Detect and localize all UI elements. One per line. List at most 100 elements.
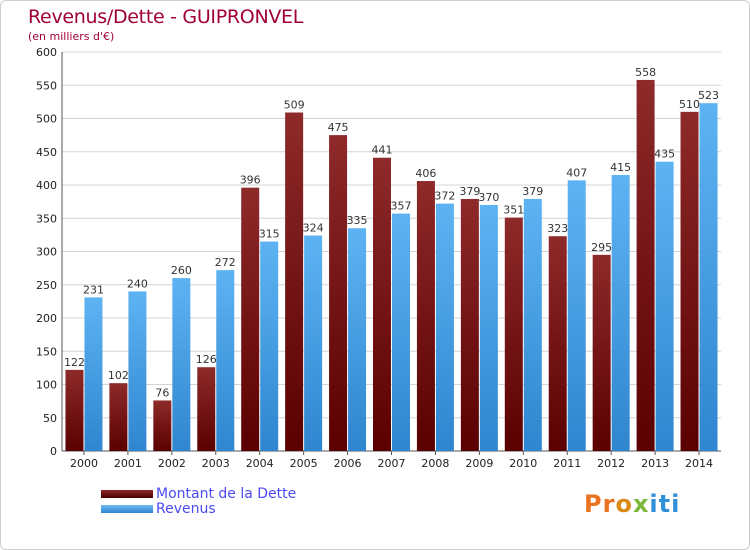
data-label-revenus: 335 bbox=[347, 214, 368, 227]
legend-swatch-revenus bbox=[101, 505, 153, 513]
data-label-revenus: 240 bbox=[127, 277, 148, 290]
logo-letter: o bbox=[615, 490, 633, 518]
bar-revenus bbox=[479, 204, 498, 451]
y-tick-label: 150 bbox=[36, 345, 57, 358]
bar-revenus bbox=[523, 198, 542, 451]
x-tick-label: 2012 bbox=[597, 457, 625, 470]
data-labels: 122 231 102 240 76 260 126 272 396 315 509 324 475 33… bbox=[64, 66, 719, 400]
data-label-dette: 441 bbox=[372, 144, 393, 157]
data-label-revenus: 231 bbox=[83, 283, 104, 296]
logo-letter: t bbox=[658, 490, 672, 518]
bar-dette bbox=[153, 400, 172, 451]
data-label-revenus: 357 bbox=[391, 200, 412, 213]
data-label-revenus: 260 bbox=[171, 264, 192, 277]
y-tick-label: 450 bbox=[36, 146, 57, 159]
bar-dette bbox=[548, 236, 567, 451]
x-tick-label: 2006 bbox=[334, 457, 362, 470]
y-tick-label: 100 bbox=[36, 379, 57, 392]
y-tick-label: 400 bbox=[36, 179, 57, 192]
x-tick-label: 2013 bbox=[641, 457, 669, 470]
bars bbox=[65, 79, 718, 452]
y-tick-label: 0 bbox=[50, 445, 57, 458]
bar-revenus bbox=[435, 203, 454, 451]
y-tick-label: 600 bbox=[36, 46, 57, 59]
data-label-revenus: 372 bbox=[434, 190, 455, 203]
data-label-dette: 379 bbox=[459, 185, 480, 198]
logo-letter: i bbox=[671, 490, 681, 518]
bar-dette bbox=[241, 187, 260, 451]
bar-dette bbox=[109, 383, 128, 451]
legend-label-revenus: Revenus bbox=[156, 501, 216, 517]
x-tick-label: 2002 bbox=[158, 457, 186, 470]
bar-revenus bbox=[260, 241, 279, 451]
bar-dette bbox=[373, 157, 391, 452]
legend-swatch-dette bbox=[101, 490, 153, 498]
bar-revenus bbox=[567, 180, 586, 451]
y-tick-label: 200 bbox=[36, 312, 57, 325]
data-label-revenus: 324 bbox=[303, 222, 324, 235]
x-tick-label: 2005 bbox=[290, 457, 318, 470]
data-label-dette: 295 bbox=[591, 241, 612, 254]
data-label-dette: 475 bbox=[328, 121, 349, 134]
y-tick-label: 50 bbox=[43, 412, 57, 425]
logo-letter: i bbox=[649, 490, 659, 518]
bar-dette bbox=[460, 198, 479, 451]
data-label-dette: 122 bbox=[64, 356, 85, 369]
y-tick-label: 550 bbox=[36, 79, 57, 92]
x-tick-label: 2001 bbox=[114, 457, 142, 470]
legend-label-dette: Montant de la Dette bbox=[156, 486, 297, 502]
data-label-revenus: 415 bbox=[610, 161, 631, 174]
y-tick-label: 250 bbox=[36, 279, 57, 292]
bar-revenus bbox=[655, 161, 674, 451]
proxiti-logo: Proxiti bbox=[584, 490, 680, 518]
bar-dette bbox=[636, 79, 655, 452]
bar-dette bbox=[680, 111, 699, 451]
bar-revenus bbox=[348, 228, 367, 451]
bar-dette bbox=[504, 217, 523, 451]
x-tick-label: 2010 bbox=[509, 457, 537, 470]
x-tick-label: 2007 bbox=[378, 457, 406, 470]
bar-revenus bbox=[699, 103, 718, 451]
data-label-revenus: 272 bbox=[215, 256, 236, 269]
data-label-dette: 558 bbox=[635, 66, 656, 79]
bar-dette bbox=[592, 254, 611, 451]
logo-letter: r bbox=[602, 490, 616, 518]
data-label-dette: 510 bbox=[679, 98, 700, 111]
data-label-dette: 76 bbox=[155, 386, 169, 399]
data-label-dette: 126 bbox=[196, 353, 217, 366]
data-label-revenus: 435 bbox=[654, 148, 675, 161]
y-tick-label: 300 bbox=[36, 246, 57, 259]
data-label-dette: 509 bbox=[284, 99, 305, 112]
y-tick-label: 350 bbox=[36, 212, 57, 225]
data-label-dette: 406 bbox=[415, 167, 436, 180]
grid-lines bbox=[62, 51, 721, 452]
bar-revenus bbox=[84, 297, 103, 451]
data-label-revenus: 315 bbox=[259, 228, 280, 241]
x-tick-label: 2009 bbox=[465, 457, 493, 470]
bar-dette bbox=[65, 369, 84, 451]
bar-dette bbox=[416, 181, 435, 451]
logo-letter: x bbox=[632, 490, 650, 518]
data-label-dette: 351 bbox=[503, 204, 524, 217]
data-label-dette: 323 bbox=[547, 222, 568, 235]
logo-letter: P bbox=[584, 490, 603, 518]
data-label-revenus: 523 bbox=[698, 89, 719, 102]
x-tick-label: 2014 bbox=[685, 457, 713, 470]
axes: 0 50 100 150 200 250 300 350 400 450 500 550 600 2000… bbox=[36, 46, 721, 470]
bar-revenus bbox=[128, 291, 147, 451]
x-tick-label: 2011 bbox=[553, 457, 581, 470]
bar-revenus bbox=[392, 213, 410, 451]
x-tick-label: 2008 bbox=[421, 457, 449, 470]
y-tick-label: 500 bbox=[36, 113, 57, 126]
data-label-dette: 102 bbox=[108, 369, 129, 382]
bar-dette bbox=[197, 367, 216, 451]
bar-revenus bbox=[611, 175, 630, 451]
chart-subtitle: (en milliers d'€) bbox=[28, 30, 115, 43]
bar-revenus bbox=[172, 278, 191, 451]
x-tick-label: 2003 bbox=[202, 457, 230, 470]
data-label-revenus: 407 bbox=[566, 166, 587, 179]
bar-dette bbox=[329, 135, 348, 451]
chart-title: Revenus/Dette - GUIPRONVEL bbox=[28, 6, 304, 28]
data-label-dette: 396 bbox=[240, 174, 261, 187]
